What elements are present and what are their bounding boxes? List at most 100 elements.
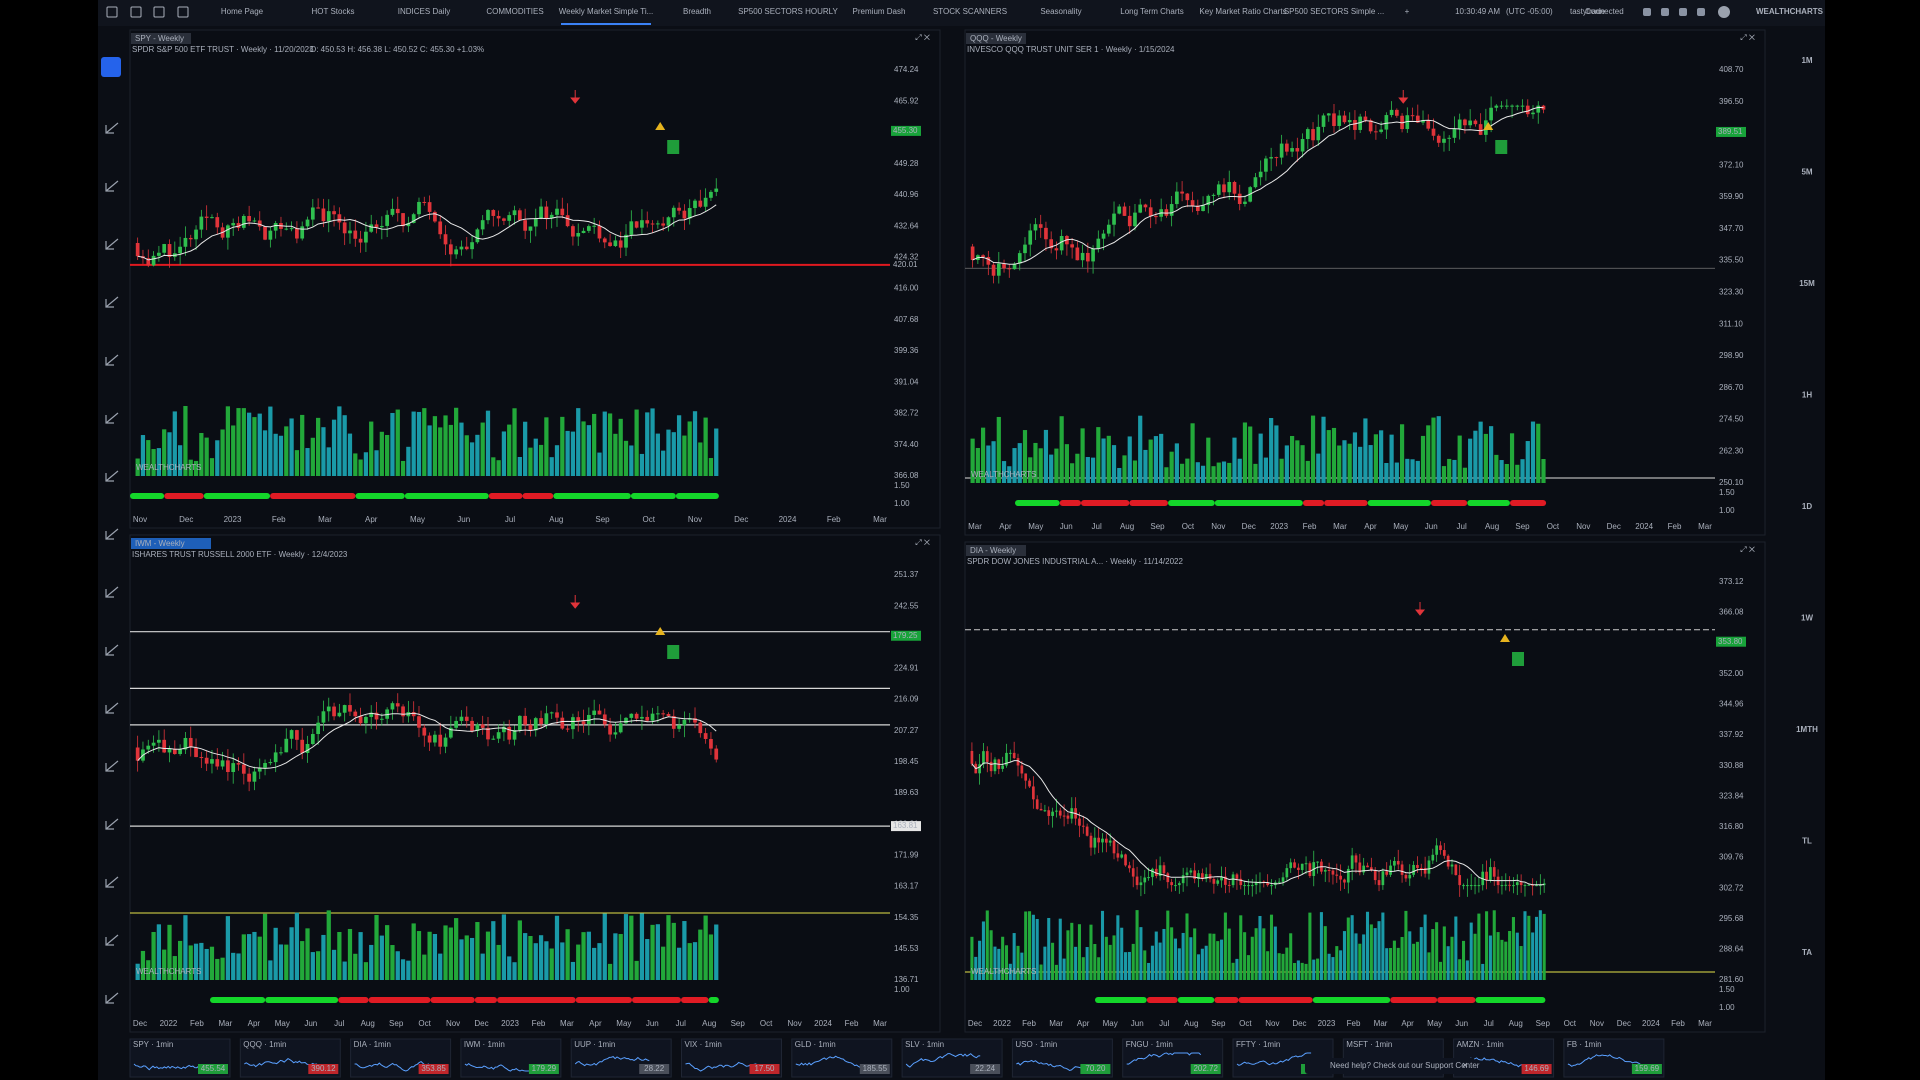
menu-icon[interactable] — [130, 6, 142, 18]
timeframe-button[interactable]: 1MTH — [1796, 725, 1818, 734]
tool-icon[interactable] — [105, 644, 119, 656]
candle-body — [1070, 244, 1074, 248]
tool-icon[interactable] — [105, 876, 119, 888]
volume-bar — [1389, 948, 1393, 980]
volume-bar — [347, 433, 353, 476]
tool-icon[interactable] — [105, 818, 119, 830]
tab[interactable]: Key Market Ratio Charts — [1199, 7, 1286, 16]
add-button[interactable] — [101, 57, 121, 77]
tool-icon[interactable] — [105, 296, 119, 308]
support-text[interactable]: Need help? Check out our Support Center — [1330, 1061, 1480, 1070]
support-banner[interactable] — [1305, 1058, 1475, 1074]
candle-body — [385, 214, 389, 226]
toolbar-icon[interactable] — [1697, 8, 1705, 16]
panel-controls[interactable]: ⤢ ✕ — [914, 33, 930, 42]
tool-icon[interactable] — [105, 122, 119, 134]
toolbar-icon[interactable] — [1679, 8, 1687, 16]
menu-icon[interactable] — [106, 6, 118, 18]
tab[interactable]: Seasonality — [1040, 7, 1081, 16]
tab[interactable]: HOT Stocks — [312, 7, 355, 16]
menu-icon[interactable] — [153, 6, 165, 18]
timeframe-button[interactable]: 15M — [1799, 279, 1815, 288]
tab[interactable]: STOCK SCANNERS — [933, 7, 1007, 16]
tab[interactable]: INDICES Daily — [398, 7, 450, 16]
top-bar — [98, 0, 1825, 26]
tab[interactable]: SP500 SECTORS Simple ... — [1284, 7, 1384, 16]
tab[interactable]: COMMODITIES — [486, 7, 543, 16]
candle-body — [252, 771, 257, 782]
tool-icon[interactable] — [105, 528, 119, 540]
date-label: Oct — [1239, 1019, 1252, 1028]
toolbar-icon[interactable] — [1661, 8, 1669, 16]
volume-bar — [1124, 952, 1128, 980]
tab[interactable]: Home Page — [221, 7, 264, 16]
tool-icon[interactable] — [105, 586, 119, 598]
tab[interactable]: Premium Dash — [853, 7, 906, 16]
tool-icon[interactable] — [105, 470, 119, 482]
close-banner[interactable]: ✕ — [1462, 1061, 1469, 1070]
candle-body — [1520, 105, 1525, 107]
timeframe-button[interactable]: 1D — [1802, 502, 1812, 511]
tool-icon[interactable] — [105, 702, 119, 714]
timeframe-button[interactable]: TL — [1802, 837, 1812, 846]
timeframe-button[interactable]: 1M — [1801, 56, 1812, 65]
trend-strip — [522, 493, 554, 499]
volume-bar — [618, 418, 623, 476]
menu-icon[interactable] — [177, 6, 189, 18]
candle-body — [1017, 253, 1022, 264]
tool-icon[interactable] — [105, 412, 119, 424]
panel-controls[interactable]: ⤢ ✕ — [1739, 33, 1755, 42]
candle-body — [1405, 115, 1410, 130]
plus-tab[interactable]: + — [1405, 7, 1410, 16]
trend-strip — [1509, 500, 1547, 506]
timeframe-button[interactable]: TA — [1802, 948, 1812, 957]
timeframe-button[interactable]: 5M — [1801, 168, 1812, 177]
tool-icon[interactable] — [105, 934, 119, 946]
candle-body — [151, 742, 156, 746]
avatar[interactable] — [1718, 6, 1730, 18]
volume-bar — [1231, 962, 1235, 980]
tab[interactable]: SP500 SECTORS HOURLY — [738, 7, 838, 16]
date-label: Feb — [1668, 522, 1682, 531]
candle-body — [602, 714, 607, 725]
tool-icon[interactable] — [105, 180, 119, 192]
candle-body — [1175, 191, 1179, 205]
date-label: Jun — [457, 515, 470, 524]
panel-controls[interactable]: ⤢ ✕ — [1739, 545, 1755, 554]
tool-icon[interactable] — [105, 354, 119, 366]
date-label: 2023 — [501, 1019, 519, 1028]
candle-body — [1001, 765, 1004, 769]
volume-bar — [1420, 435, 1426, 483]
volume-bar — [1404, 910, 1408, 980]
toolbar-icon[interactable] — [1643, 8, 1651, 16]
volume-bar — [475, 922, 480, 980]
candle-body — [581, 721, 586, 725]
volume-bar — [1412, 943, 1416, 980]
trend-strip — [630, 493, 676, 499]
candle-body — [1305, 129, 1310, 140]
candle-body — [650, 223, 655, 225]
volume-bar — [1308, 912, 1312, 980]
tab[interactable]: Weekly Market Simple Ti... — [559, 7, 654, 16]
candle-body — [364, 231, 368, 243]
volume-bar — [331, 949, 337, 980]
date-label: Apr — [365, 515, 378, 524]
panel-controls[interactable]: ⤢ ✕ — [914, 538, 930, 547]
volume-bar — [363, 962, 369, 980]
tool-icon[interactable] — [105, 238, 119, 250]
candle-body — [661, 713, 666, 715]
candle-body — [433, 211, 437, 222]
tool-icon[interactable] — [105, 992, 119, 1004]
tab[interactable]: Long Term Charts — [1120, 7, 1183, 16]
timeframe-button[interactable]: 1W — [1801, 614, 1813, 623]
candle-body — [146, 745, 151, 750]
timeframe-button[interactable]: 1H — [1802, 391, 1812, 400]
volume-bar — [533, 943, 538, 980]
candle-body — [491, 210, 496, 216]
tab[interactable]: Breadth — [683, 7, 711, 16]
tool-icon[interactable] — [105, 760, 119, 772]
volume-bar — [215, 440, 220, 476]
volume-bar — [177, 940, 183, 980]
sell-arrow — [1414, 602, 1426, 616]
